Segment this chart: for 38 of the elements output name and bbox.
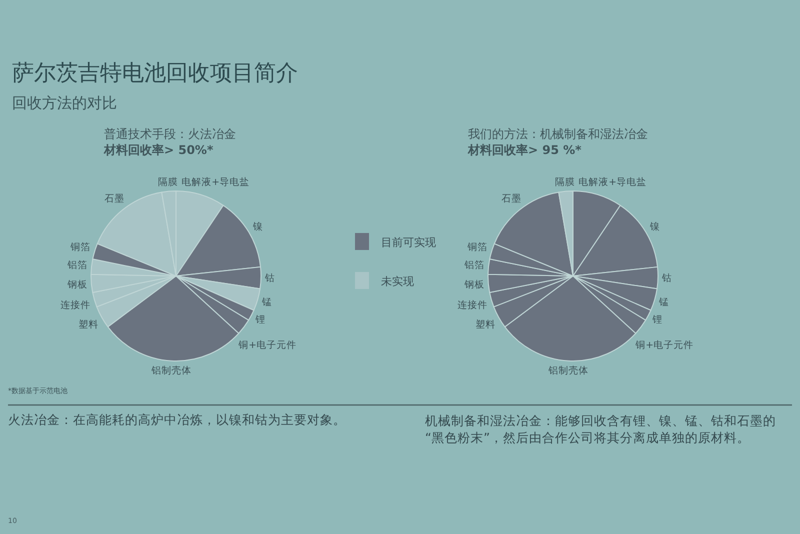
slice-label: 铜+电子元件 <box>238 338 297 351</box>
chart-title: 普通技术手段：火法冶金 <box>104 127 236 141</box>
chart-title: 我们的方法：机械制备和湿法冶金 <box>468 127 648 141</box>
slice-label: 电解液+导电盐 <box>578 176 647 188</box>
slice-label: 锂 <box>652 314 663 326</box>
slice-label: 铝制壳体 <box>150 364 192 376</box>
slice-label: 镍 <box>649 220 660 232</box>
slice-label: 塑料 <box>78 318 99 330</box>
slice-label: 铜+电子元件 <box>634 338 694 351</box>
slice-label: 塑料 <box>476 318 496 330</box>
slice-label: 钢板 <box>66 278 88 291</box>
text: 机械制备和湿法冶金：能够回收含有锂、镍、锰、钴和石墨的“黑色粉末”，然后由合作公司将其分离成单独的原材料。 <box>425 413 776 445</box>
text: 未实现 <box>381 275 414 288</box>
slice-label: 钢板 <box>463 278 484 291</box>
slice-label: 镍 <box>252 220 264 232</box>
slice-label: 铜箔 <box>69 240 90 253</box>
text: 火法冶金：在高能耗的高炉中冶炼，以镍和钴为主要对象。 <box>8 412 346 427</box>
slice-label: 锰 <box>658 297 670 308</box>
slice-label: 连接件 <box>458 299 488 312</box>
slice-label: 隔膜 <box>158 176 178 188</box>
slice-label: 锰 <box>261 297 272 308</box>
slice-label: 石墨 <box>501 194 522 205</box>
slice-label: 铜箔 <box>466 240 488 253</box>
slice-label: 铝制壳体 <box>547 364 588 376</box>
text: 目前可实现 <box>381 236 436 249</box>
slice-label: 钴 <box>660 272 672 284</box>
slice-label: 连接件 <box>60 299 91 312</box>
slice-label: 钴 <box>264 272 275 284</box>
slice-label: 电解液+导电盐 <box>182 176 250 188</box>
slice-label: 铝箔 <box>66 259 88 272</box>
text: 萨尔茨吉特电池回收项目简介 <box>12 61 298 86</box>
slice-label: 铝箔 <box>464 259 485 272</box>
text: 回收方法的对比 <box>12 94 117 112</box>
slice-label: 锂 <box>254 314 266 326</box>
chart-subtitle: 材料回收率> 50%* <box>103 143 214 157</box>
slice-label: 隔膜 <box>554 176 575 188</box>
chart-subtitle: 材料回收率> 95 %* <box>467 143 582 157</box>
slice-label: 石墨 <box>104 194 124 205</box>
